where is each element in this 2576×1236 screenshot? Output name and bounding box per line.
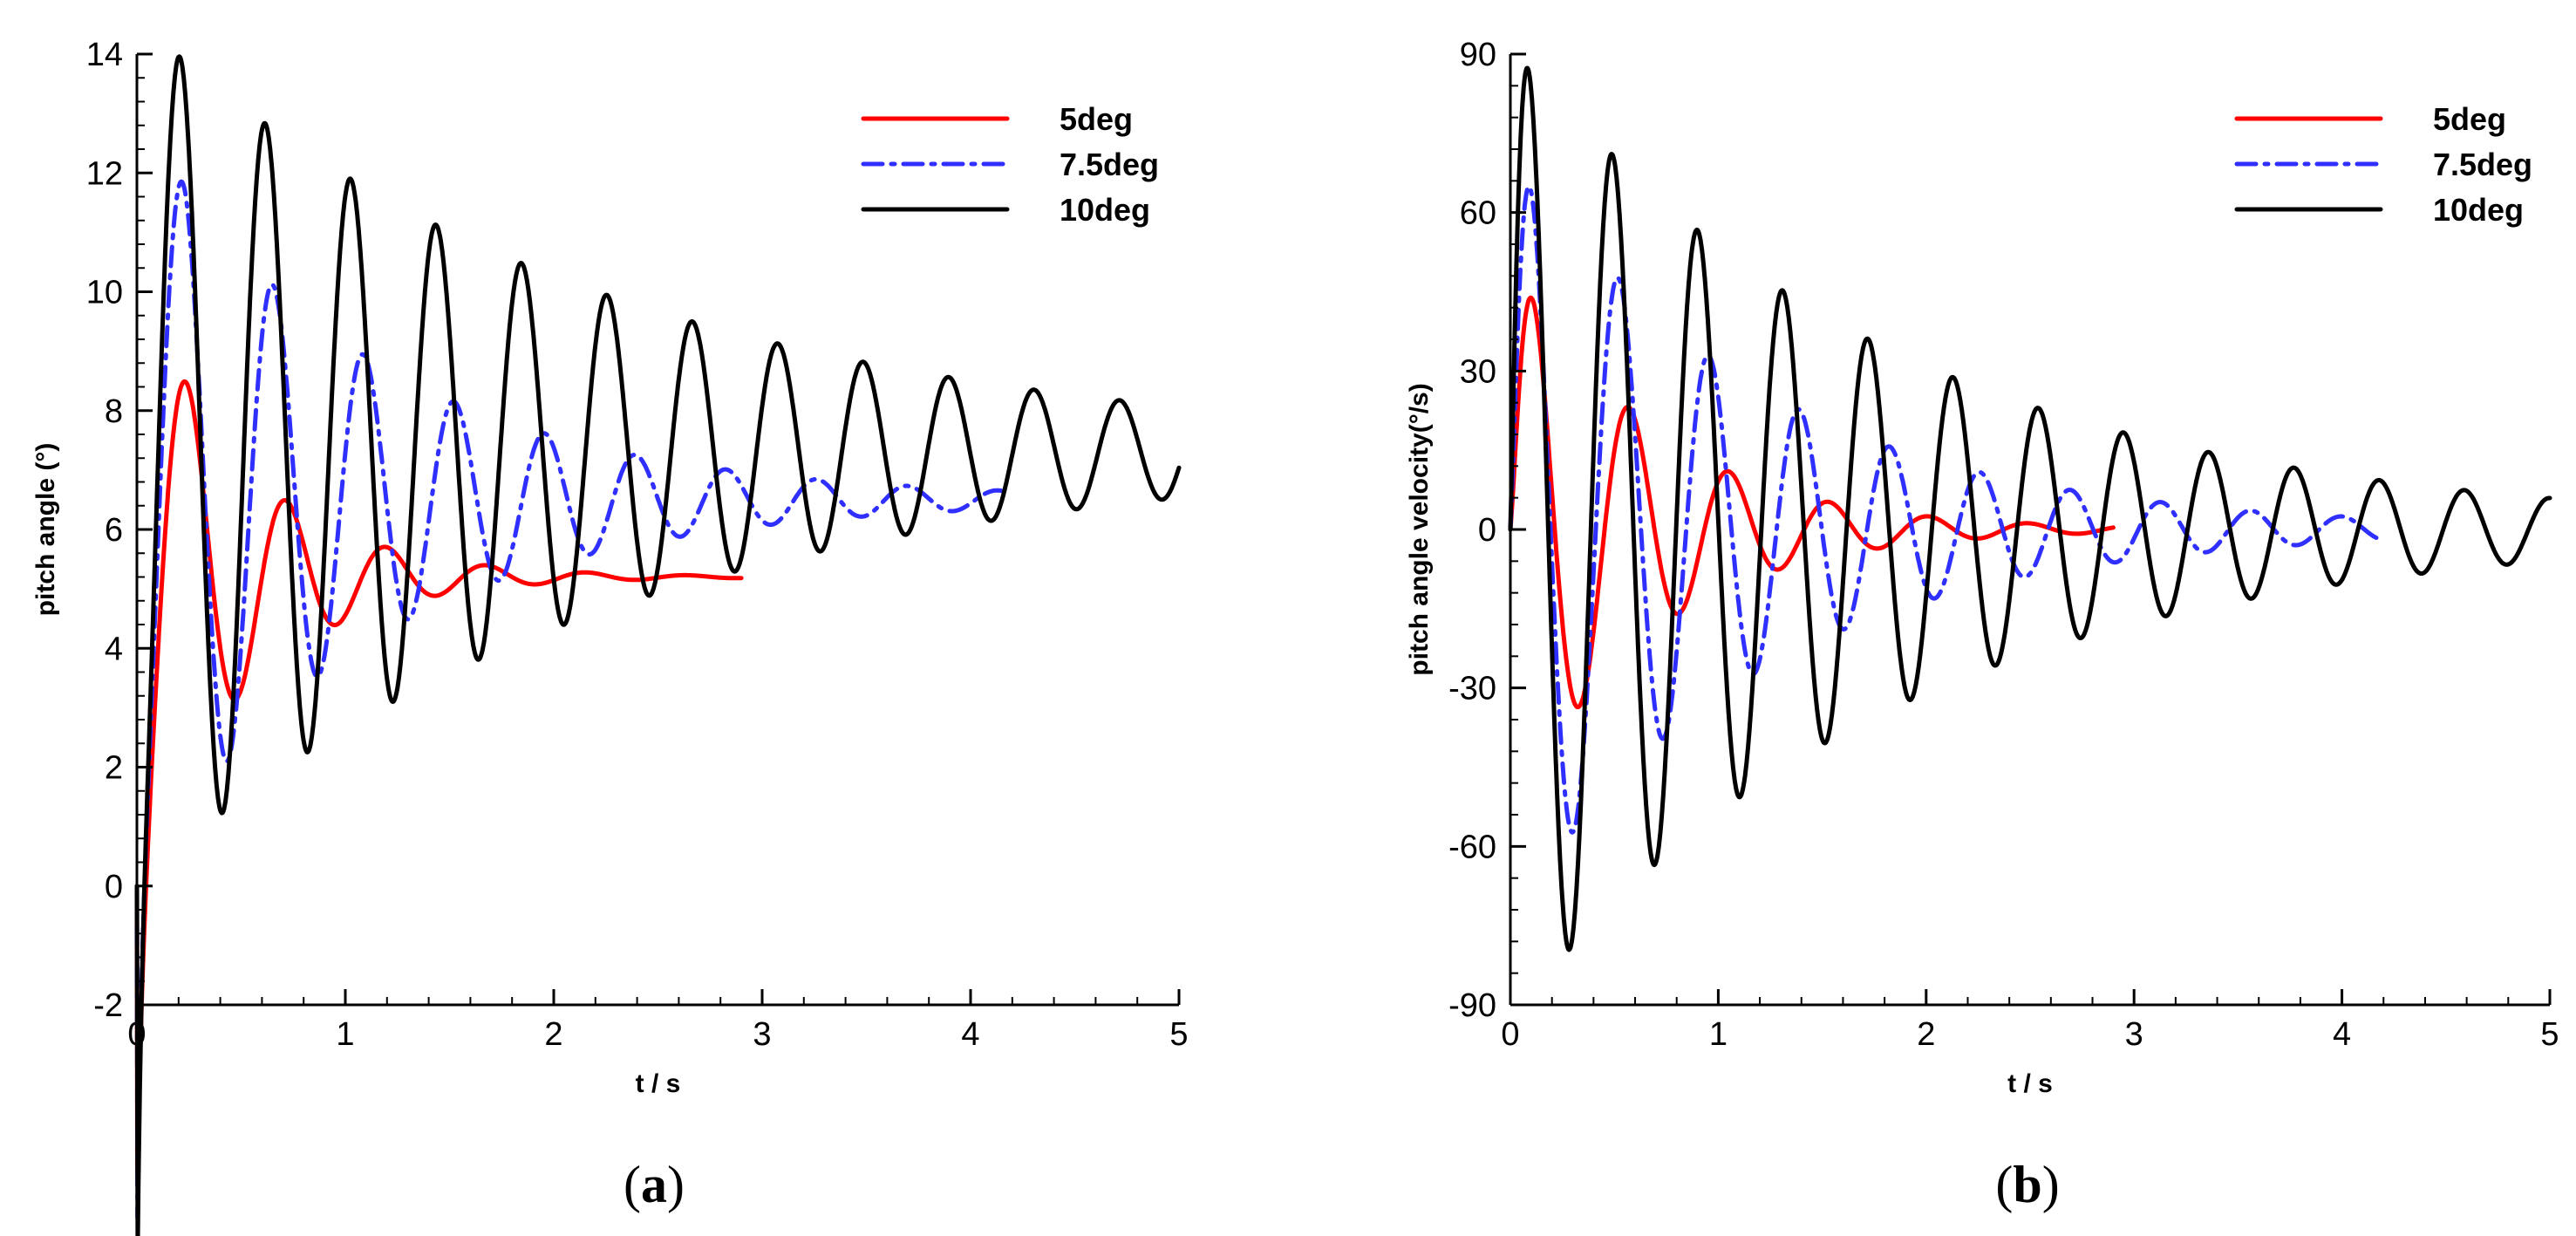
panel-label: (b) xyxy=(1995,1156,2059,1213)
series-line-5deg xyxy=(1508,295,2116,710)
y-tick-label: 10 xyxy=(86,275,123,311)
y-axis-title: pitch angle velocity(°/s) xyxy=(1405,383,1434,675)
x-axis-title: t / s xyxy=(2007,1069,2053,1098)
legend-label-10deg: 10deg xyxy=(2433,192,2524,228)
x-tick-label: 0 xyxy=(127,1016,146,1053)
x-tick-label: 4 xyxy=(961,1016,979,1053)
x-axis-title: t / s xyxy=(636,1069,681,1098)
legend-label-10deg: 10deg xyxy=(1060,192,1150,228)
x-tick-label: 5 xyxy=(2540,1016,2559,1053)
x-tick-label: 4 xyxy=(2333,1016,2351,1053)
series-line-7.5deg xyxy=(1508,184,2386,835)
series-line-10deg xyxy=(134,54,1182,1236)
y-tick-label: 8 xyxy=(105,393,123,430)
y-tick-label: 60 xyxy=(1460,195,1496,232)
y-tick-label: -2 xyxy=(93,987,123,1024)
y-tick-label: -60 xyxy=(1448,829,1496,865)
y-tick-label: 0 xyxy=(1478,512,1496,549)
legend: 5deg 7.5deg 10deg xyxy=(861,101,1159,228)
x-tick-label: 2 xyxy=(1917,1016,1935,1053)
x-tick-label: 3 xyxy=(753,1016,771,1053)
y-axis-title: pitch angle (°) xyxy=(31,443,60,617)
series-line-10deg xyxy=(1508,65,2552,953)
x-tick-label: 5 xyxy=(1169,1016,1188,1053)
x-tick-label: 1 xyxy=(1709,1016,1728,1053)
y-tick-label: 0 xyxy=(105,869,123,905)
y-tick-label: 4 xyxy=(105,631,123,667)
x-tick-label: 2 xyxy=(544,1016,562,1053)
chart-b: 0 1 2 3 4 5 -90 -60 -30 0 30 60 90 t / s pitch angle v… xyxy=(1405,37,2559,1213)
y-tick-label: 12 xyxy=(86,155,123,192)
panel-label: (a) xyxy=(624,1156,685,1213)
y-tick-label: -90 xyxy=(1448,987,1496,1024)
legend-label-7.5deg: 7.5deg xyxy=(2433,147,2532,182)
legend-label-5deg: 5deg xyxy=(1060,101,1133,137)
y-tick-label: 2 xyxy=(105,750,123,787)
series-group xyxy=(1508,65,2552,953)
x-tick-label: 1 xyxy=(336,1016,354,1053)
series-group xyxy=(134,54,1182,1236)
y-tick-label: 30 xyxy=(1460,353,1496,390)
y-tick-label: 14 xyxy=(86,37,123,73)
legend-label-5deg: 5deg xyxy=(2433,101,2506,137)
legend-label-7.5deg: 7.5deg xyxy=(1060,147,1159,182)
y-tick-label: -30 xyxy=(1448,671,1496,707)
x-tick-label: 0 xyxy=(1501,1016,1519,1053)
series-line-7.5deg xyxy=(134,179,1005,1220)
legend: 5deg 7.5deg 10deg xyxy=(2234,101,2532,228)
x-tick-label: 3 xyxy=(2125,1016,2143,1053)
y-tick-label: 6 xyxy=(105,512,123,549)
y-tick-label: 90 xyxy=(1460,37,1496,73)
